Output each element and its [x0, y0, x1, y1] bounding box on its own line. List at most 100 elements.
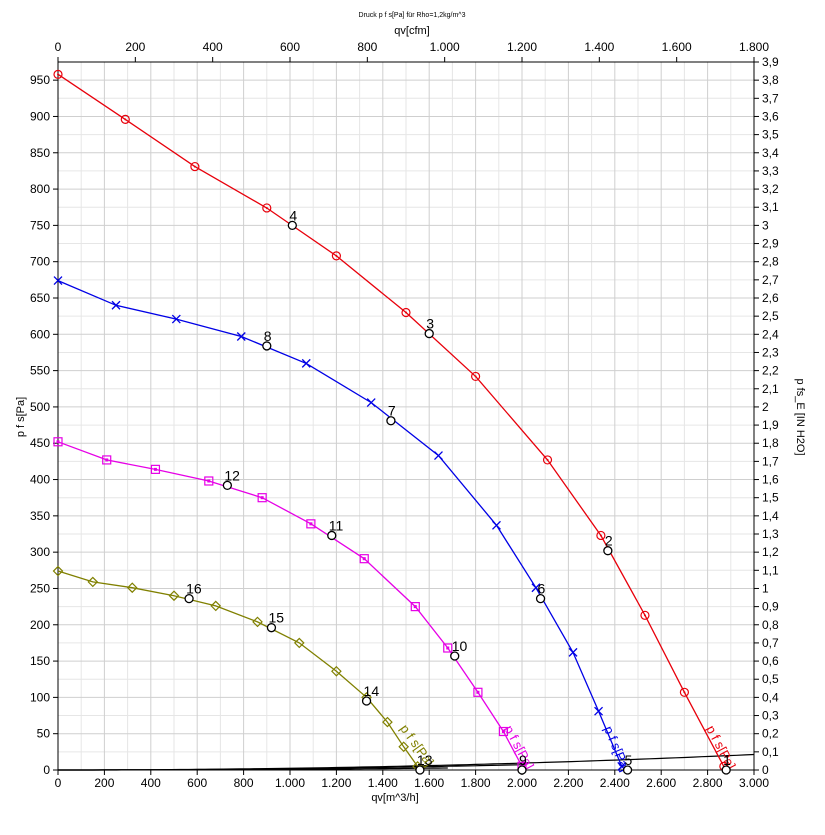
data-point: [262, 203, 272, 213]
data-point-center: [193, 165, 196, 168]
data-point: [331, 665, 342, 677]
x-tick-label: 1.400: [368, 776, 398, 790]
x-axis-label: qv[m^3/h]: [371, 792, 418, 804]
operating-point-label: 3: [426, 316, 434, 332]
y-tick-label: 200: [30, 618, 50, 632]
x2-tick-label: 1.800: [739, 40, 769, 54]
x-tick-label: 1.800: [461, 776, 491, 790]
data-point: [53, 69, 63, 79]
y-tick-label: 450: [30, 436, 50, 450]
data-point: [596, 530, 606, 541]
y-tick-label: 550: [30, 364, 50, 378]
data-point-center: [413, 605, 417, 609]
operating-point: [361, 696, 372, 706]
y2-tick-label: 2: [762, 400, 769, 414]
data-point: [293, 637, 305, 649]
y2-tick-label: 0,5: [762, 672, 779, 686]
y2-tick-label: 2,8: [762, 255, 779, 269]
x2-axis-label: qv[cfm]: [394, 25, 429, 37]
operating-point: [603, 546, 613, 556]
y2-tick-label: 1,4: [762, 509, 779, 523]
operating-point: [517, 765, 527, 775]
operating-point: [424, 328, 434, 339]
data-point: [410, 602, 420, 612]
y2-tick-label: 1,3: [762, 527, 779, 541]
operating-point: [262, 341, 272, 351]
data-point: [401, 307, 411, 318]
y2-tick-label: 2,5: [762, 309, 779, 323]
data-point-center: [105, 458, 109, 462]
x2-tick-label: 200: [125, 40, 145, 54]
operating-point-label: 1: [723, 752, 731, 768]
y2-tick-label: 3,3: [762, 164, 779, 178]
operating-point: [184, 593, 194, 604]
y2-tick-label: 2,2: [762, 364, 779, 378]
y2-tick-label: 1: [762, 581, 769, 595]
data-point: [120, 114, 130, 124]
data-point: [306, 519, 316, 529]
y2-tick-label: 3: [762, 218, 769, 232]
data-point: [52, 565, 64, 577]
y-tick-label: 750: [30, 218, 50, 232]
y2-tick-label: 3,8: [762, 73, 779, 87]
y2-tick-label: 0,4: [762, 690, 779, 704]
y2-tick-label: 1,8: [762, 436, 779, 450]
operating-point-label: 12: [224, 467, 240, 483]
y2-tick-label: 0,9: [762, 600, 779, 614]
y2-tick-label: 3,6: [762, 109, 779, 123]
x2-tick-label: 800: [357, 40, 377, 54]
operating-point: [327, 530, 337, 541]
y-tick-label: 0: [43, 763, 50, 777]
y-tick-label: 250: [30, 581, 50, 595]
data-point: [236, 332, 246, 341]
y2-tick-label: 0: [762, 763, 769, 777]
data-point-center: [405, 311, 407, 314]
x2-tick-label: 1.400: [584, 40, 614, 54]
x2-tick-label: 400: [203, 40, 223, 54]
x-tick-label: 1.200: [321, 776, 351, 790]
operating-point: [721, 765, 731, 775]
y2-tick-label: 3,5: [762, 128, 779, 142]
y-tick-label: 800: [30, 182, 50, 196]
data-point-center: [643, 614, 646, 617]
data-point: [443, 643, 453, 653]
operating-point-label: 7: [388, 403, 396, 419]
curves: p f s[Pa]p f s[Pa]p f s[Pa]p f s[Pa]: [52, 69, 755, 774]
x2-tick-label: 1.600: [662, 40, 692, 54]
y2-tick-label: 3,7: [762, 91, 779, 105]
y2-tick-label: 0,6: [762, 654, 779, 668]
fan-curve-1: [57, 73, 725, 767]
y2-tick-label: 1,5: [762, 491, 779, 505]
data-point: [111, 300, 121, 310]
fan-curve-4: [57, 570, 419, 767]
data-point-center: [476, 690, 480, 694]
data-point: [210, 600, 222, 612]
data-point: [359, 554, 369, 564]
operating-point-label: 9: [519, 752, 527, 768]
y2-tick-label: 3,2: [762, 182, 779, 196]
operating-point: [222, 480, 233, 490]
data-point: [126, 582, 138, 594]
data-point: [204, 476, 214, 486]
data-point-center: [501, 730, 505, 734]
operating-point-label: 2: [605, 533, 613, 549]
y2-tick-label: 3,4: [762, 146, 779, 160]
y2-tick-label: 1,2: [762, 545, 779, 559]
y2-tick-label: 2,4: [762, 327, 779, 341]
x-tick-label: 800: [234, 776, 254, 790]
data-point: [594, 706, 604, 716]
data-point-center: [546, 458, 549, 461]
y-tick-label: 650: [30, 291, 50, 305]
data-point: [434, 451, 443, 461]
operating-point-label: 14: [364, 683, 380, 699]
x2-tick-label: 600: [280, 40, 300, 54]
data-point: [53, 276, 63, 286]
operating-point: [450, 651, 460, 661]
system-curve: [58, 767, 448, 771]
x-tick-label: 2.800: [693, 776, 723, 790]
x-tick-label: 1.600: [414, 776, 444, 790]
x-tick-label: 1.000: [275, 776, 305, 790]
operating-point-label: 6: [538, 581, 546, 597]
operating-point: [415, 765, 425, 775]
